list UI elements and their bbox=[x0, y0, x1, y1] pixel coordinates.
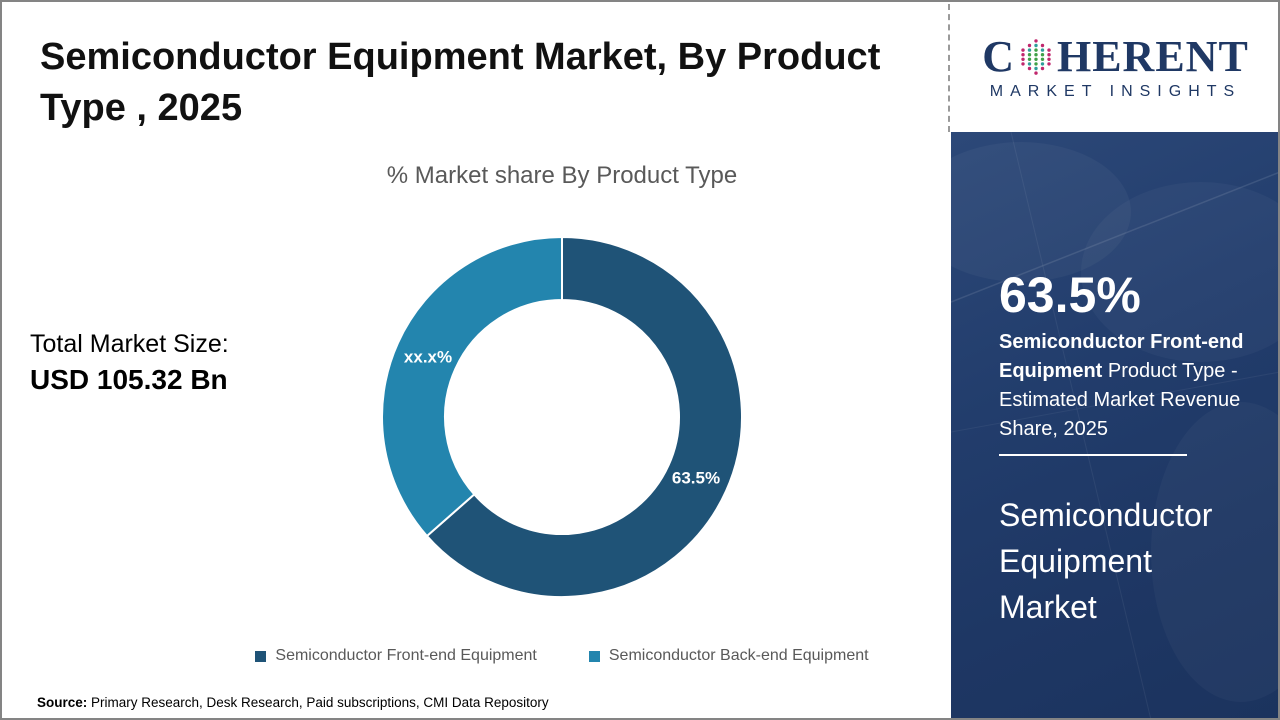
legend-item: Semiconductor Back-end Equipment bbox=[588, 647, 869, 665]
legend-swatch bbox=[588, 650, 600, 662]
total-market-size-value: USD 105.32 Bn bbox=[30, 364, 228, 395]
legend-label: Semiconductor Front-end Equipment bbox=[275, 647, 537, 664]
donut-slice bbox=[381, 236, 563, 538]
globe-dot bbox=[1034, 66, 1038, 71]
globe-dot bbox=[1040, 62, 1045, 66]
slice-label: 63.5% bbox=[672, 468, 720, 487]
stat-percentage: 63.5% bbox=[999, 267, 1141, 323]
globe-dot bbox=[1021, 62, 1025, 66]
globe-dot bbox=[1034, 57, 1038, 61]
globe-dot bbox=[1027, 43, 1032, 48]
chart-legend: Semiconductor Front-end Equipment Semicon… bbox=[162, 647, 962, 665]
globe-dot bbox=[1040, 53, 1045, 57]
globe-dot bbox=[1040, 48, 1045, 52]
legend-label: Semiconductor Back-end Equipment bbox=[608, 647, 869, 664]
globe-dot bbox=[1021, 48, 1025, 52]
source-label: Source: bbox=[37, 695, 88, 710]
legend-item: Semiconductor Front-end Equipment bbox=[255, 647, 537, 665]
globe-dot bbox=[1040, 43, 1045, 48]
globe-dot bbox=[1021, 57, 1025, 61]
globe-dot bbox=[1034, 71, 1038, 75]
globe-dot bbox=[1034, 62, 1038, 66]
globe-dot bbox=[1047, 57, 1051, 61]
globe-dot bbox=[1027, 53, 1032, 57]
globe-dot bbox=[1027, 48, 1032, 52]
total-market-size-label: Total Market Size: bbox=[30, 330, 229, 358]
source-line: Source: Primary Research, Desk Research,… bbox=[37, 695, 549, 710]
globe-dot bbox=[1034, 48, 1038, 52]
coherent-logo-wordmark: C HERENT bbox=[982, 35, 1249, 79]
sidebar-panel: 63.5% Semiconductor Front-end Equipment … bbox=[951, 132, 1278, 718]
page-title: Semiconductor Equipment Market, By Produ… bbox=[40, 32, 930, 134]
globe-dot bbox=[1027, 62, 1032, 66]
coherent-logo: C HERENT MARKET INSIGHTS bbox=[951, 4, 1278, 132]
coherent-logo-tagline: MARKET INSIGHTS bbox=[989, 83, 1242, 100]
globe-dot bbox=[1027, 57, 1032, 61]
total-market-size-block: Total Market Size: USD 105.32 Bn bbox=[30, 327, 229, 399]
source-text: Primary Research, Desk Research, Paid su… bbox=[87, 695, 549, 710]
donut-slice bbox=[425, 236, 743, 598]
globe-dot bbox=[1021, 53, 1025, 57]
vertical-dashed-divider bbox=[948, 4, 950, 132]
globe-dot bbox=[1047, 62, 1051, 66]
page-title-line1: Semiconductor Equipment Market, By Produ… bbox=[40, 36, 881, 78]
sidebar-divider-line bbox=[999, 454, 1187, 456]
chart-title: % Market share By Product Type bbox=[386, 162, 738, 189]
stat-description-bold: Semiconductor Front-end Equipment bbox=[999, 331, 1244, 382]
globe-dot bbox=[1047, 53, 1051, 57]
logo-letters-herent: HERENT bbox=[1056, 32, 1249, 81]
logo-letter-c: C bbox=[982, 32, 1015, 81]
globe-dot bbox=[1034, 39, 1038, 43]
globe-dot bbox=[1040, 66, 1045, 71]
globe-dot bbox=[1047, 48, 1051, 52]
stat-description-rest: Product Type - Estimated Market Revenue … bbox=[999, 360, 1241, 440]
stat-description: Semiconductor Front-end Equipment Produc… bbox=[999, 328, 1255, 444]
globe-dot bbox=[1027, 66, 1032, 71]
globe-dot bbox=[1034, 43, 1038, 48]
globe-dot bbox=[1034, 53, 1038, 57]
coherent-logo-globe-icon bbox=[1021, 39, 1051, 75]
legend-swatch bbox=[255, 650, 267, 662]
page-title-line2: Type , 2025 bbox=[40, 87, 243, 129]
donut-chart: 63.5% xx.x% bbox=[381, 236, 743, 598]
globe-dot bbox=[1040, 57, 1045, 61]
market-name: Semiconductor Equipment Market bbox=[999, 497, 1213, 625]
slice-label: xx.x% bbox=[404, 348, 452, 367]
